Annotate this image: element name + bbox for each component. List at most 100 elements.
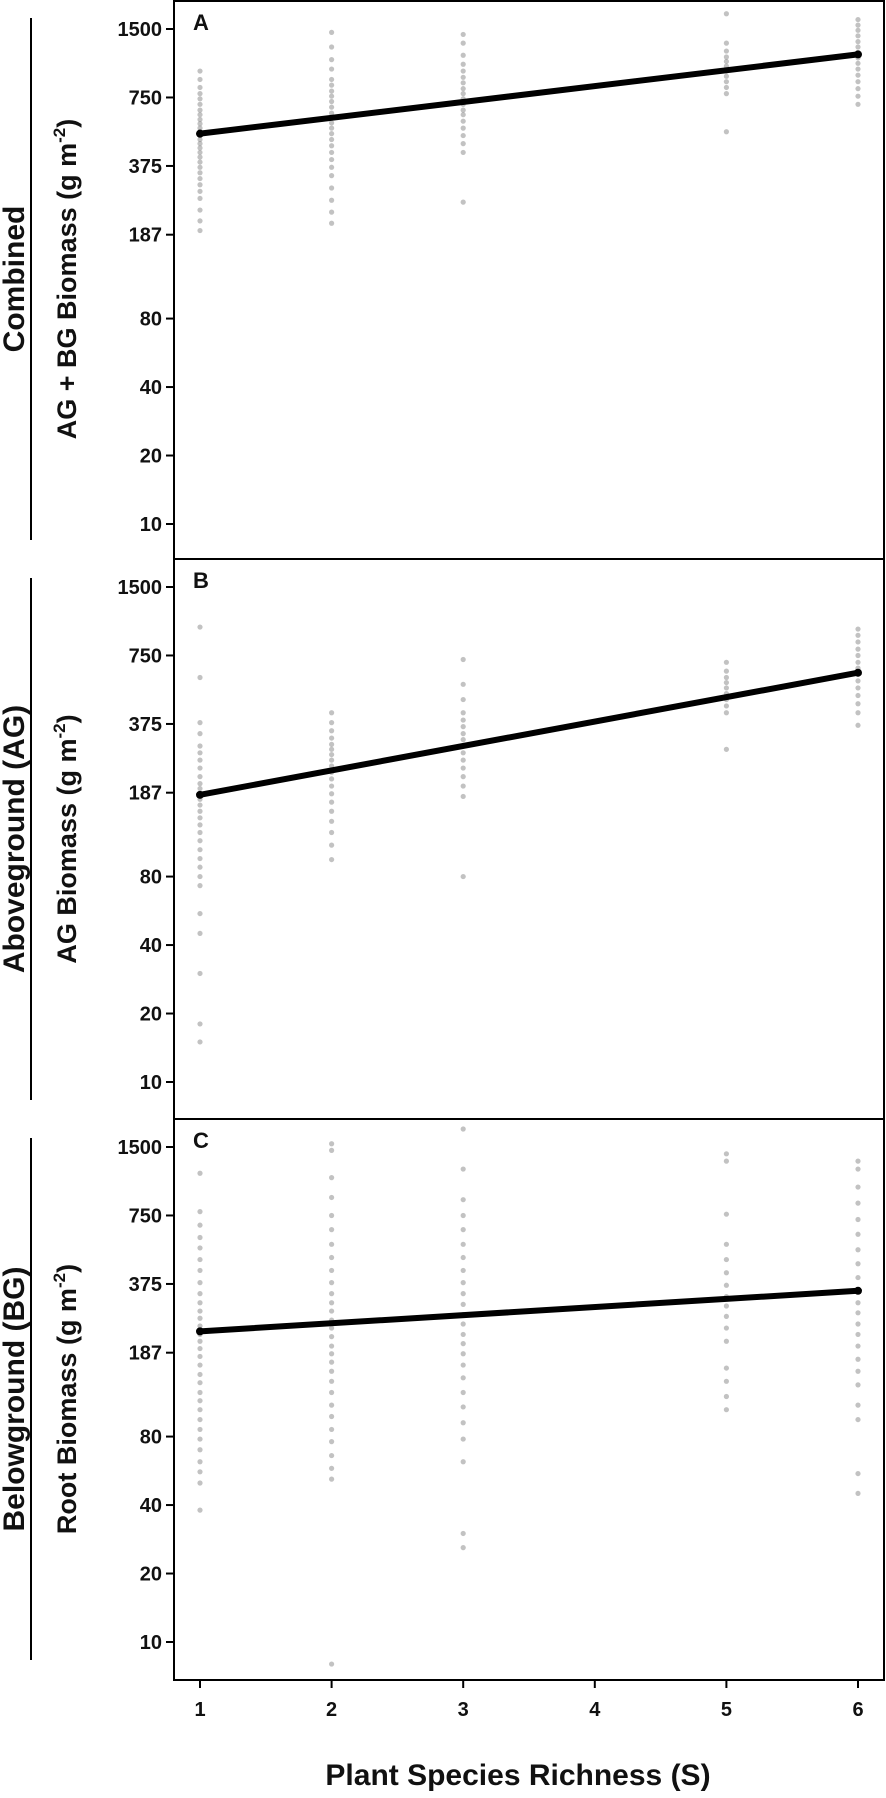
data-point — [197, 1170, 203, 1176]
data-point — [460, 1212, 466, 1219]
data-point — [197, 107, 203, 113]
x-axis-label: Plant Species Richness (S) — [325, 1759, 710, 1792]
y-tick-label: 40 — [140, 935, 162, 957]
data-point — [329, 746, 335, 752]
data-point — [855, 1300, 861, 1306]
data-point — [460, 1459, 466, 1465]
data-point — [460, 31, 466, 38]
data-point — [460, 1197, 466, 1203]
data-point — [329, 164, 335, 170]
fit-endpoint — [196, 129, 204, 138]
data-point — [197, 164, 203, 170]
data-point — [329, 57, 335, 63]
data-point — [197, 1459, 203, 1465]
data-point — [460, 74, 466, 80]
data-point — [329, 783, 335, 789]
data-point — [197, 1315, 203, 1321]
data-point — [855, 1158, 861, 1164]
y-axis-label-text: Root Biomass (g m — [52, 1288, 82, 1534]
data-point — [855, 86, 861, 92]
data-point — [197, 182, 203, 188]
data-point — [460, 149, 466, 156]
data-point — [855, 101, 861, 107]
data-point — [855, 60, 861, 66]
data-point — [197, 121, 203, 127]
data-point — [723, 685, 730, 691]
data-point — [329, 1325, 335, 1331]
y-tick-label: 10 — [140, 1072, 162, 1094]
data-point — [460, 1331, 466, 1338]
y-axis-label: Root Biomass (g m-2) — [50, 1264, 82, 1534]
data-point — [197, 195, 203, 202]
data-point — [855, 44, 861, 50]
data-point — [197, 829, 203, 836]
data-point — [329, 136, 335, 143]
data-point — [723, 674, 730, 681]
data-point — [723, 91, 730, 97]
fit-line — [197, 669, 861, 798]
data-point — [197, 1308, 203, 1314]
data-point — [197, 883, 203, 889]
data-point — [855, 639, 861, 645]
data-point — [329, 66, 335, 72]
y-tick-label: 187 — [129, 225, 162, 247]
x-tick-label: 4 — [589, 1699, 601, 1721]
data-point — [855, 1310, 861, 1316]
data-point — [460, 765, 466, 771]
data-point — [329, 1359, 335, 1365]
y-tick-label: 187 — [129, 783, 162, 805]
data-point — [460, 774, 466, 780]
data-point — [460, 1126, 466, 1132]
data-point — [460, 793, 466, 800]
data-point — [329, 143, 335, 149]
data-point — [329, 1452, 335, 1459]
fit-endpoint — [196, 1327, 204, 1336]
data-point — [460, 696, 466, 703]
data-point — [460, 1389, 466, 1396]
data-point — [855, 652, 861, 659]
y-axis-label-close: ) — [52, 1264, 82, 1273]
data-point — [723, 1282, 730, 1288]
data-point — [197, 930, 203, 937]
data-point — [329, 1661, 335, 1667]
data-point — [197, 1234, 203, 1241]
data-point — [460, 1436, 466, 1442]
data-point — [197, 141, 203, 147]
data-point — [197, 864, 203, 870]
data-point — [197, 1021, 203, 1027]
data-point — [723, 1338, 730, 1344]
plot-frame — [173, 0, 885, 560]
data-point — [460, 1530, 466, 1537]
data-point — [855, 16, 861, 23]
data-point — [855, 33, 861, 39]
data-point — [723, 1378, 730, 1384]
data-point — [329, 1141, 335, 1147]
data-point — [329, 751, 335, 758]
panel-letter: A — [193, 10, 209, 35]
data-point — [855, 710, 861, 716]
data-point — [723, 1158, 730, 1164]
data-point — [855, 1247, 861, 1253]
y-axis-label: AG + BG Biomass (g m-2) — [50, 119, 82, 439]
panel-c: 10 20 40 80 187 375 750 1500 1 2 3 4 5 6 C Belowground … — [0, 1118, 885, 1721]
data-point — [329, 757, 335, 763]
data-point — [723, 40, 730, 46]
data-point — [855, 646, 861, 652]
data-point — [460, 1301, 466, 1307]
y-tick-label: 40 — [140, 377, 162, 399]
data-point — [460, 1321, 466, 1327]
y-tick-label: 20 — [140, 446, 162, 468]
data-point — [855, 93, 861, 99]
data-point — [197, 101, 203, 107]
data-point — [329, 1402, 335, 1408]
data-point — [460, 52, 466, 58]
data-point — [723, 73, 730, 79]
data-point — [460, 1291, 466, 1297]
data-point — [329, 173, 335, 179]
data-point — [197, 750, 203, 756]
data-point — [723, 1325, 730, 1331]
data-point — [855, 1216, 861, 1223]
data-point — [197, 855, 203, 862]
data-point — [197, 1256, 203, 1263]
data-point — [855, 27, 861, 33]
